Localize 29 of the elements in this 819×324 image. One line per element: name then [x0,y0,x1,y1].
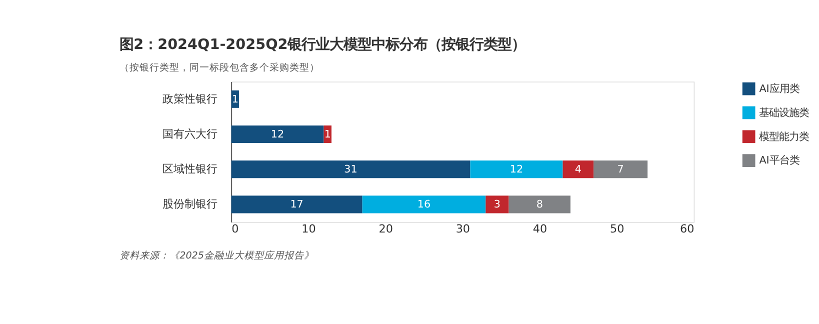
x-tick-label: 0 [232,222,239,236]
data-label: 12 [510,164,524,176]
x-tick-label: 60 [680,222,694,236]
legend-label: 模型能力类 [759,130,810,143]
x-tick-label: 50 [610,222,624,236]
data-label: 16 [417,198,431,211]
y-tick-label: 国有六大行 [162,127,218,140]
chart-subtitle: （按银行类型，同一标段包含多个采购类型） [120,61,320,74]
data-label: 4 [574,164,582,176]
legend-label: AI平台类 [759,154,800,167]
data-label: 7 [617,164,624,176]
data-label: 12 [270,128,284,140]
y-tick-label: 股份制银行 [162,198,218,211]
y-tick-label: 政策性银行 [162,92,218,106]
data-label: 1 [232,93,238,106]
data-label: 17 [290,198,304,211]
x-tick-label: 20 [378,222,393,236]
text: 资料来源：《2025金融业大模型应用报告》 [120,250,314,262]
data-label: 31 [344,164,358,176]
legend-label: AI应用类 [759,82,800,95]
data-label: 8 [536,198,543,211]
legend-label: 基础设施类 [759,106,810,119]
y-tick-label: 区域性银行 [162,162,218,176]
x-tick-label: 10 [302,222,316,236]
data-label: 3 [494,198,501,211]
data-label: 1 [324,128,331,140]
x-tick-label: 40 [532,222,548,236]
x-tick-label: 30 [456,222,470,236]
chart-title: 图2：2024Q1-2025Q2银行业大模型中标分布（按银行类型） [120,36,526,53]
